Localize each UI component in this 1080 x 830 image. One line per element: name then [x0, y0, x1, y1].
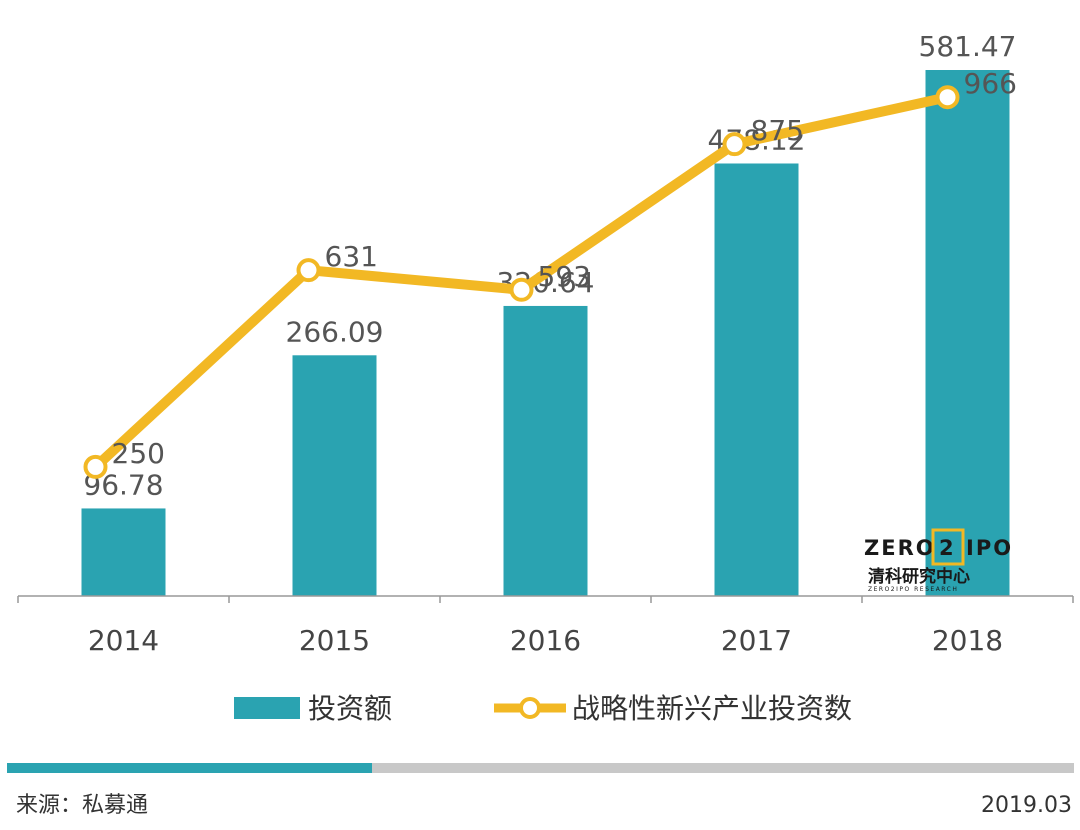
logo-text-left: ZERO: [864, 536, 936, 560]
footer-bar-rest: [372, 763, 1074, 773]
x-tick-label: 2016: [510, 624, 581, 657]
bar-value-label: 266.09: [286, 315, 384, 348]
x-tick-label: 2014: [88, 624, 159, 657]
legend-line-label: 战略性新兴产业投资数: [572, 692, 852, 725]
bar-2018: [925, 70, 1010, 596]
logo-tiny-text: ZERO2IPO RESEARCH: [868, 586, 958, 593]
date-text: 2019.03: [981, 793, 1072, 818]
logo-subtitle: 清科研究中心: [868, 566, 970, 587]
x-tick-label: 2015: [299, 624, 370, 657]
x-tick-label: 2018: [932, 624, 1003, 657]
legend-bar-label: 投资额: [308, 692, 392, 725]
legend-bar-swatch: [234, 697, 300, 719]
line-point-2018: [935, 85, 960, 110]
line-value-label: 966: [964, 67, 1017, 100]
line-value-label: 250: [112, 437, 165, 470]
line-point-2015: [296, 258, 321, 283]
line-point-2014: [83, 454, 108, 479]
line-value-label: 875: [751, 114, 804, 147]
logo-digit-box: [931, 528, 965, 566]
bar-2017: [714, 163, 799, 596]
bar-2015: [292, 355, 377, 596]
footer-bar-accent: [7, 763, 372, 773]
footer: 来源：私募通 2019.03: [7, 763, 1074, 818]
line-point-2017: [722, 132, 747, 157]
bar-value-label: 581.47: [919, 30, 1017, 63]
line-value-label: 593: [538, 260, 591, 293]
logo-text-right: IPO: [966, 536, 1013, 560]
line-value-label: 631: [325, 240, 378, 273]
x-tick-label: 2017: [721, 624, 792, 657]
logo-digit: 2: [939, 536, 956, 560]
bar-2016: [503, 305, 588, 596]
legend-line-marker: [519, 697, 541, 719]
line-point-2016: [509, 277, 534, 302]
zero2ipo-logo: ZERO 2 IPO 清科研究中心 ZERO2IPO RESEARCH: [864, 528, 1013, 593]
bar-2014: [81, 508, 166, 596]
legend: 投资额 战略性新兴产业投资数: [234, 692, 852, 725]
source-text: 来源：私募通: [16, 793, 148, 818]
